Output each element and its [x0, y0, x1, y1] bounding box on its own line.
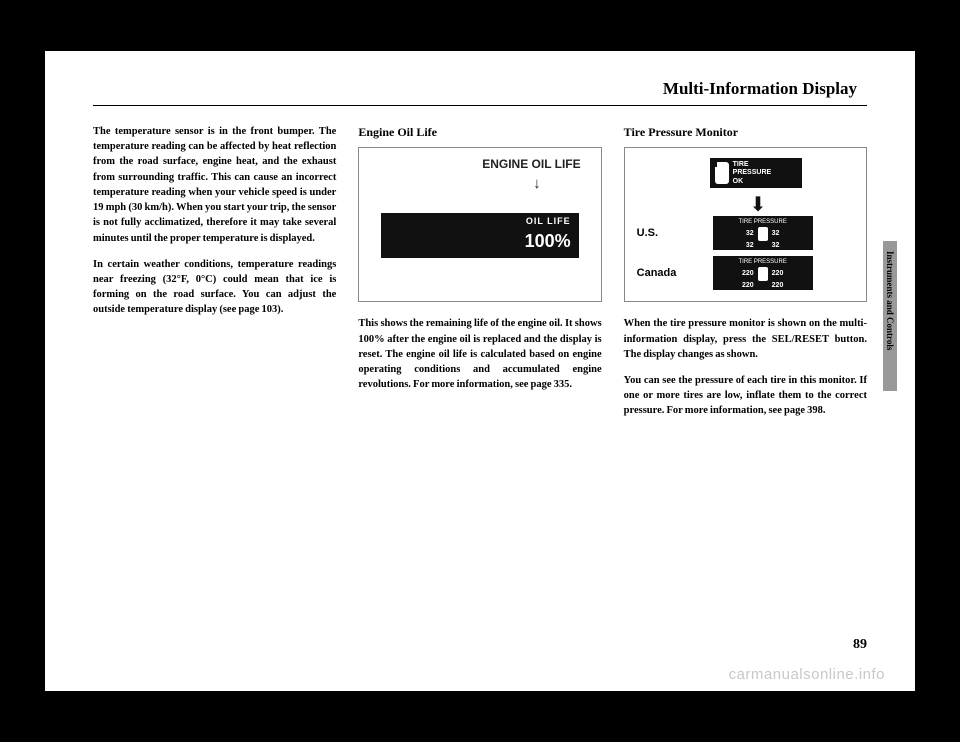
oil-figure-title: ENGINE OIL LIFE: [482, 156, 580, 173]
tpms-us-title: TIRE PRESSURE: [713, 218, 813, 227]
tpms-paragraph-2: You can see the pressure of each tire in…: [624, 373, 867, 419]
manual-page: Multi-Information Display Instruments an…: [45, 51, 915, 691]
canada-label: Canada: [637, 266, 677, 282]
us-label: U.S.: [637, 226, 658, 242]
oil-life-label: OIL LIFE: [526, 215, 571, 228]
tpms-ok-text: TIREPRESSUREOK: [733, 161, 772, 186]
column-1: The temperature sensor is in the front b…: [93, 124, 336, 430]
oil-life-paragraph: This shows the remaining life of the eng…: [358, 316, 601, 392]
tpms-ca-unit: kPa: [713, 291, 813, 300]
watermark: carmanualsonline.info: [729, 666, 885, 683]
tpms-us-fr: 32: [772, 229, 780, 239]
weather-paragraph: In certain weather conditions, temperatu…: [93, 257, 336, 318]
header-rule: [93, 105, 867, 106]
tpms-us-rl: 32: [746, 241, 754, 251]
car-icon: [758, 227, 768, 241]
tpms-ca-front-row: 220 220: [713, 267, 813, 281]
content-columns: The temperature sensor is in the front b…: [93, 124, 867, 430]
down-arrow-icon: ↓: [533, 173, 541, 195]
tpms-ca-panel: TIRE PRESSURE 220 220 220 220 kPa: [713, 256, 813, 290]
tpms-ca-rl: 220: [742, 281, 754, 291]
tpms-us-panel: TIRE PRESSURE 32 32 32 32 PSI: [713, 216, 813, 250]
tpms-us-rr: 32: [772, 241, 780, 251]
tpms-ca-rear-row: 220 220: [713, 281, 813, 291]
tpms-us-rear-row: 32 32: [713, 241, 813, 251]
tpms-us-fl: 32: [746, 229, 754, 239]
temp-sensor-paragraph: The temperature sensor is in the front b…: [93, 124, 336, 246]
column-2: Engine Oil Life ENGINE OIL LIFE ↓ OIL LI…: [358, 124, 601, 430]
tpms-paragraph-1: When the tire pressure monitor is shown …: [624, 316, 867, 362]
oil-life-figure: ENGINE OIL LIFE ↓ OIL LIFE 100%: [358, 147, 601, 302]
car-icon: [715, 162, 729, 184]
oil-lcd-display: OIL LIFE 100%: [381, 213, 578, 258]
column-3: Tire Pressure Monitor TIREPRESSUREOK ⬇ U…: [624, 124, 867, 430]
tpms-ok-display: TIREPRESSUREOK: [710, 158, 802, 188]
tpms-ca-rr: 220: [772, 281, 784, 291]
section-label: Instruments and Controls: [885, 251, 895, 350]
tpms-ca-fr: 220: [772, 269, 784, 279]
oil-life-value: 100%: [525, 228, 571, 254]
page-number: 89: [853, 637, 867, 653]
tpms-figure: TIREPRESSUREOK ⬇ U.S. Canada TIRE PRESSU…: [624, 147, 867, 302]
tpms-ca-fl: 220: [742, 269, 754, 279]
tpms-ca-title: TIRE PRESSURE: [713, 258, 813, 267]
tpms-us-front-row: 32 32: [713, 227, 813, 241]
tpms-heading: Tire Pressure Monitor: [624, 124, 867, 141]
car-icon: [758, 267, 768, 281]
page-title: Multi-Information Display: [93, 79, 867, 105]
oil-life-heading: Engine Oil Life: [358, 124, 601, 141]
